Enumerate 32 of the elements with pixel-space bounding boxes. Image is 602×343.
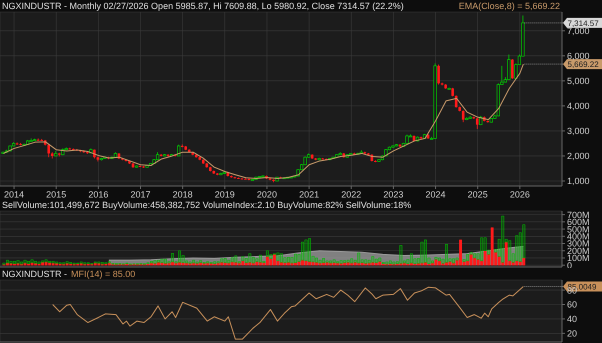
y-tick-label: 4,000: [567, 101, 590, 112]
x-tick-label: 2020: [256, 189, 277, 200]
text: MFI(14) = 85.00: [71, 268, 136, 280]
x-tick-label: 2026: [510, 189, 530, 200]
x-tick-label: 2015: [46, 189, 66, 200]
text: EMA(Close,8) = 5,669.22: [458, 0, 560, 12]
y-tick-label: 700M: [567, 210, 590, 220]
chart-title: SellVolume:101,499,672 BuyVolume:458,382,752 VolumeIndex:2.10 BuyVolume:82% SellVolume:18%: [2, 200, 412, 211]
x-tick-label: 2022: [341, 189, 362, 200]
y-tick-label: 60: [567, 300, 578, 310]
chart-title: NGXINDUSTR -: [2, 268, 67, 280]
annotation: 7,314.57: [568, 18, 600, 28]
y-tick-label: 20: [567, 328, 578, 339]
x-tick-label: 2019: [214, 189, 235, 200]
y-tick-label: 2,000: [567, 151, 590, 162]
y-tick-label: 100M: [567, 253, 590, 264]
x-tick-label: 2016: [88, 189, 108, 200]
chart-title: NGXINDUSTR - Monthly 02/27/2026 Open 5985.87, Hi 7609.88, Lo 5980.92, Close 7314.57 (22.2%): [2, 0, 404, 12]
y-tick-label: 1,000: [567, 176, 590, 186]
x-tick-label: 2023: [383, 189, 404, 200]
x-tick-label: 2025: [468, 189, 488, 200]
x-tick-label: 2018: [172, 189, 193, 200]
y-tick-label: 5,000: [567, 76, 590, 86]
y-tick-label: 40: [567, 314, 578, 324]
y-tick-label: 6,000: [567, 51, 590, 62]
x-tick-label: 2021: [299, 189, 320, 200]
x-tick-label: 2014: [4, 189, 24, 200]
x-tick-label: 2017: [130, 189, 151, 200]
y-tick-label: 3,000: [567, 126, 590, 136]
y-tick-label: 7,000: [567, 26, 590, 36]
x-tick-label: 2024: [426, 189, 446, 200]
annotation: 5,669.22: [568, 60, 600, 70]
